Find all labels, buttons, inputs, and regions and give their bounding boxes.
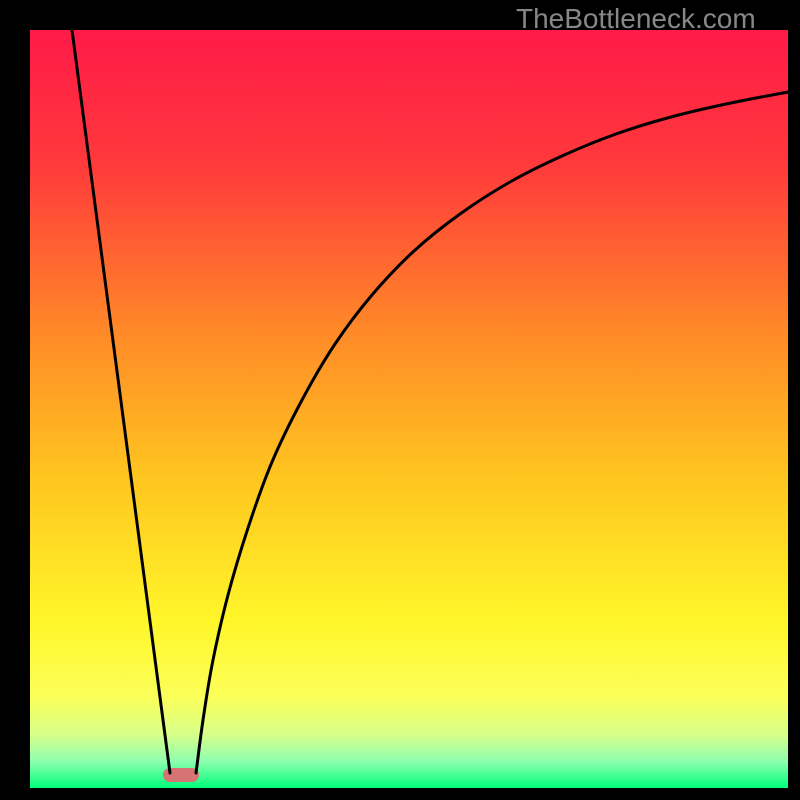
chart-container: TheBottleneck.com xyxy=(0,0,800,800)
watermark-text: TheBottleneck.com xyxy=(516,3,756,35)
curve-left-segment xyxy=(72,30,170,773)
curve-right-segment xyxy=(196,92,788,773)
bottleneck-curve xyxy=(0,0,800,800)
